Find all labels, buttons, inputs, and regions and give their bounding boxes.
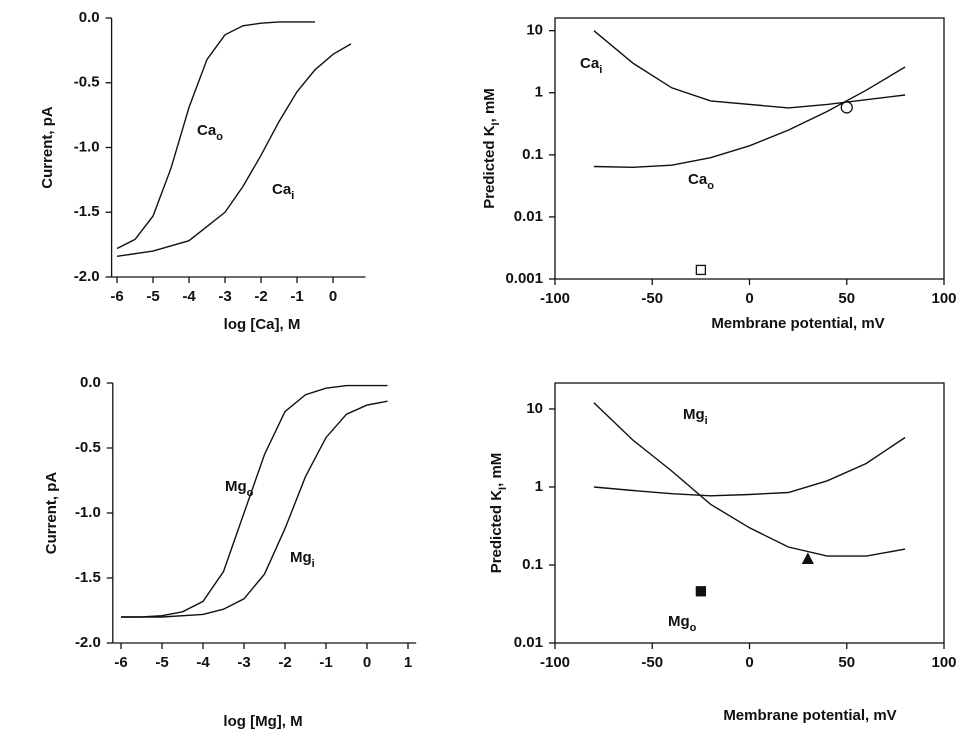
x-tick-label: -100 [540, 290, 570, 307]
series-label: Cao [688, 171, 714, 192]
x-tick-label: 0 [745, 654, 753, 671]
x-tick-label: 0 [745, 290, 753, 307]
x-tick-label: 0 [363, 654, 371, 671]
y-tick-label: -0.5 [74, 74, 100, 91]
y-tick-label: 1 [535, 478, 543, 495]
series-line [593, 30, 906, 109]
series-line [593, 436, 906, 497]
x-tick-label: 100 [931, 654, 956, 671]
series-label-part: Mg [225, 478, 247, 495]
y-axis-title-part: Predicted K [488, 490, 505, 574]
x-axis-title: log [Ca], M [224, 316, 301, 333]
series-label-part: i [599, 64, 602, 76]
y-tick-label: 0.001 [505, 270, 543, 287]
data-point [695, 264, 707, 276]
x-axis-title: Membrane potential, mV [711, 315, 884, 332]
y-axis-title: Current, pA [43, 472, 60, 555]
series-line [121, 384, 388, 618]
series-label-part: Mg [290, 549, 312, 566]
data-point [840, 101, 853, 114]
x-tick-label: -3 [218, 288, 231, 305]
series-label: Mgo [668, 613, 697, 634]
series-label-part: Ca [580, 55, 600, 72]
data-point [695, 586, 707, 597]
y-tick-label: 0.0 [80, 374, 101, 391]
series-label-part: Ca [197, 122, 217, 139]
y-axis-title-part: Predicted K [481, 125, 498, 209]
series-label-part: Ca [688, 171, 708, 188]
x-tick-label: -4 [196, 654, 210, 671]
x-tick-label: -2 [254, 288, 267, 305]
series-label-part: Ca [272, 181, 292, 198]
series-label: Mgi [290, 549, 315, 570]
plot-frame [554, 17, 945, 280]
series-label: Cai [272, 181, 294, 202]
series-line [116, 43, 352, 257]
x-tick-label: -6 [114, 654, 127, 671]
y-tick-label: -1.0 [74, 138, 100, 155]
series-label: Mgi [683, 406, 708, 427]
x-tick-label: 50 [838, 654, 855, 671]
y-tick-label: 10 [526, 400, 543, 417]
series-line [116, 21, 315, 250]
y-axis-title: Current, pA [39, 106, 56, 189]
y-axis-title: Predicted KI, mM [488, 453, 509, 574]
series-label: Mgo [225, 478, 254, 499]
x-tick-label: -3 [237, 654, 250, 671]
series-label-part: i [312, 558, 315, 570]
y-tick-label: 0.1 [522, 146, 543, 163]
y-axis-title: Predicted KI, mM [481, 88, 502, 209]
series-label-part: Mg [668, 613, 690, 630]
x-tick-label: 100 [931, 290, 956, 307]
y-tick-label: -2.0 [75, 634, 101, 651]
series-label-part: i [705, 415, 708, 427]
series-label-part: o [247, 487, 254, 499]
x-tick-label: 50 [838, 290, 855, 307]
x-tick-label: 0 [329, 288, 337, 305]
series-label-part: o [690, 622, 697, 634]
y-axis-title-part: , mM [481, 88, 498, 122]
series-label: Cai [580, 55, 602, 76]
y-tick-label: 0.1 [522, 556, 543, 573]
y-tick-label: 0.01 [514, 634, 543, 651]
y-axis-title-part: I [490, 122, 502, 125]
series-label-part: Mg [683, 406, 705, 423]
x-tick-label: -6 [110, 288, 123, 305]
x-tick-label: -1 [290, 288, 303, 305]
y-tick-label: -1.5 [74, 203, 100, 220]
y-axis-title-part: Current, pA [39, 106, 56, 189]
y-tick-label: -2.0 [74, 268, 100, 285]
y-tick-label: -0.5 [75, 439, 101, 456]
y-tick-label: -1.0 [75, 504, 101, 521]
series-line [593, 66, 906, 169]
series-label: Cao [197, 122, 223, 143]
data-point [801, 552, 814, 564]
y-axis-title-part: , mM [488, 453, 505, 487]
x-tick-label: -50 [641, 654, 663, 671]
y-axis-title-part: I [497, 487, 509, 490]
x-tick-label: -1 [319, 654, 332, 671]
x-tick-label: -100 [540, 654, 570, 671]
x-tick-label: -4 [182, 288, 196, 305]
x-tick-label: 1 [404, 654, 412, 671]
y-tick-label: 0.01 [514, 208, 543, 225]
x-axis-title: Membrane potential, mV [723, 707, 896, 724]
series-label-part: o [707, 180, 714, 192]
series-line [593, 402, 906, 557]
series-line [121, 400, 388, 618]
y-tick-label: 1 [535, 84, 543, 101]
x-tick-label: -5 [155, 654, 168, 671]
y-axis-title-part: Current, pA [43, 472, 60, 555]
x-tick-label: -50 [641, 290, 663, 307]
y-tick-label: -1.5 [75, 569, 101, 586]
x-tick-label: -2 [278, 654, 291, 671]
y-tick-label: 10 [526, 22, 543, 39]
x-axis-title: log [Mg], M [223, 713, 302, 730]
x-tick-label: -5 [146, 288, 159, 305]
series-label-part: o [216, 131, 223, 143]
series-label-part: i [291, 190, 294, 202]
y-tick-label: 0.0 [79, 9, 100, 26]
